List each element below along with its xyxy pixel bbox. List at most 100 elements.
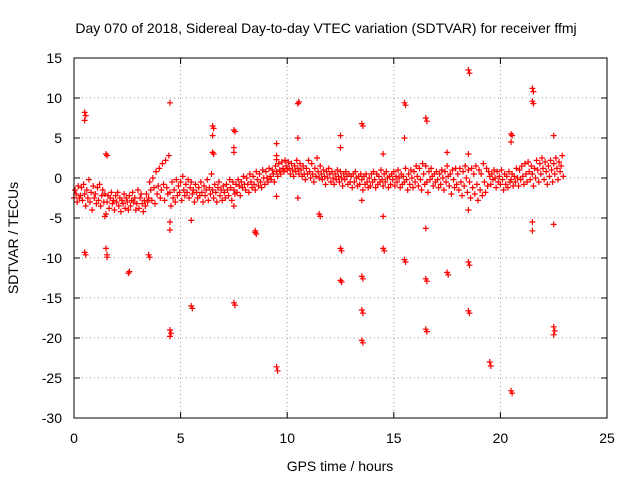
data-point: [210, 151, 217, 157]
data-point: [433, 168, 440, 175]
data-point: [86, 199, 93, 205]
data-point: [484, 183, 491, 189]
data-point: [112, 192, 119, 199]
data-point: [542, 159, 549, 165]
data-point: [402, 165, 409, 172]
data-point: [209, 132, 216, 139]
data-point: [311, 165, 318, 172]
data-point: [77, 192, 84, 199]
data-point: [120, 200, 127, 207]
data-point: [89, 207, 96, 213]
data-point: [351, 179, 358, 185]
data-point: [337, 132, 344, 139]
data-point: [180, 187, 187, 193]
data-point: [423, 118, 430, 125]
data-point: [522, 171, 529, 177]
data-point: [142, 203, 149, 209]
data-point: [389, 176, 396, 183]
data-point: [181, 192, 188, 199]
data-point: [125, 207, 132, 213]
data-point: [418, 187, 425, 193]
data-point: [188, 179, 195, 185]
data-point: [333, 176, 340, 183]
data-point: [366, 175, 373, 181]
data-point: [163, 184, 170, 191]
data-point: [338, 247, 345, 254]
data-point: [155, 183, 162, 189]
data-point: [192, 181, 199, 188]
data-point: [102, 245, 109, 252]
data-point: [481, 179, 488, 185]
data-point: [363, 171, 370, 177]
data-point: [320, 167, 327, 173]
data-point: [529, 219, 536, 225]
data-point: [327, 179, 334, 185]
data-point: [359, 310, 366, 317]
data-point: [536, 160, 543, 167]
data-point: [143, 191, 150, 197]
data-point: [414, 173, 421, 180]
data-point: [221, 189, 228, 196]
data-point: [321, 173, 328, 180]
data-point: [486, 359, 493, 365]
data-point: [529, 171, 536, 177]
data-point: [359, 187, 366, 193]
data-point: [372, 184, 379, 191]
data-point: [307, 175, 314, 181]
data-point: [254, 176, 261, 183]
data-point: [92, 191, 99, 197]
data-point: [106, 205, 113, 212]
data-point: [137, 195, 144, 201]
y-tick-label: 15: [46, 50, 62, 66]
data-point: [296, 160, 303, 167]
y-tick-label: -15: [42, 290, 62, 306]
data-point: [357, 171, 364, 177]
data-point: [497, 181, 504, 188]
data-point: [420, 171, 427, 177]
data-point: [93, 200, 100, 207]
data-point: [81, 191, 88, 197]
data-point: [521, 160, 528, 167]
data-point: [153, 168, 160, 175]
data-point: [190, 187, 197, 193]
data-point: [276, 167, 283, 173]
data-point: [380, 183, 387, 189]
data-point: [131, 195, 138, 201]
data-point: [150, 184, 157, 191]
data-point: [529, 85, 536, 92]
data-point: [169, 179, 176, 185]
data-point: [231, 128, 238, 135]
data-point: [427, 176, 434, 183]
data-point: [483, 165, 490, 172]
data-point: [446, 183, 453, 189]
data-point: [551, 171, 558, 177]
data-point: [401, 135, 408, 141]
data-point: [529, 227, 536, 234]
data-point: [118, 197, 125, 204]
data-point: [83, 187, 90, 193]
data-point: [557, 168, 564, 175]
data-point: [510, 183, 517, 189]
data-point: [556, 159, 563, 165]
data-point: [74, 199, 81, 205]
data-point: [198, 189, 205, 196]
data-point: [559, 152, 566, 159]
data-point: [182, 181, 189, 188]
data-point: [274, 173, 281, 180]
data-point: [207, 191, 214, 197]
data-point: [290, 173, 297, 180]
data-point: [211, 181, 218, 188]
data-point: [253, 168, 260, 175]
data-point: [230, 187, 237, 193]
data-point: [139, 200, 146, 207]
data-point: [464, 189, 471, 196]
data-point: [337, 168, 344, 175]
data-point: [487, 181, 494, 188]
data-point: [503, 173, 510, 180]
data-point: [423, 278, 430, 285]
data-point: [98, 192, 105, 199]
data-point: [148, 197, 155, 204]
data-point: [409, 184, 416, 191]
data-point: [273, 156, 280, 163]
